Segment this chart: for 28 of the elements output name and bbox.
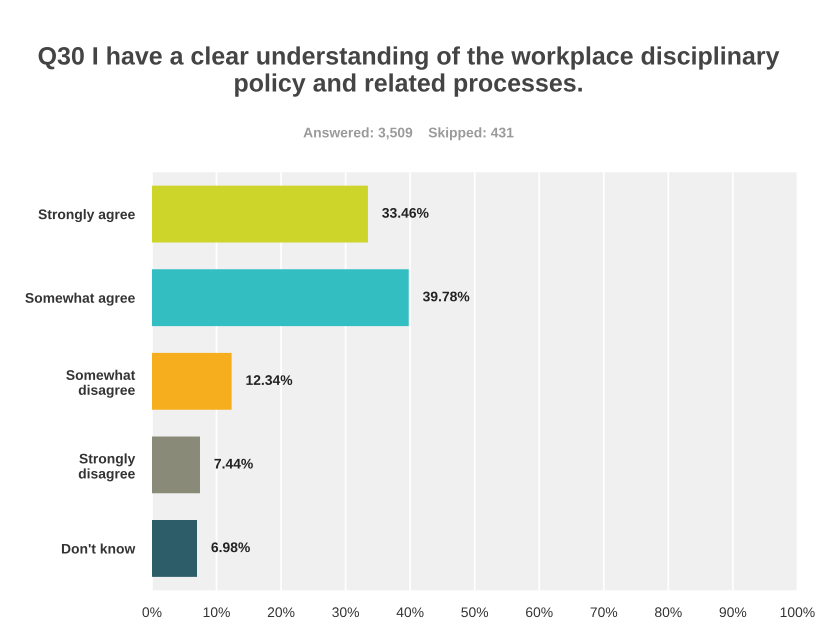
y-tick-label: Strongly disagree: [78, 453, 136, 482]
x-tick-label: 40%: [396, 607, 424, 618]
y-tick-label: Somewhat disagree: [66, 370, 136, 398]
data-label: 7.44%: [214, 458, 253, 469]
x-tick-label: 90%: [720, 607, 746, 618]
y-tick-label: Somewhat agree: [25, 292, 135, 306]
x-tick-label: 10%: [204, 607, 230, 618]
chart-subtitle: Answered: 3,509 Skipped: 431: [303, 127, 514, 140]
chart-title: Q30 I have a clear understanding of the workplace disciplinary policy and related processes.: [38, 46, 780, 97]
x-tick-label: 80%: [655, 607, 682, 618]
x-tick-label: 100%: [780, 607, 815, 618]
x-tick-label: 20%: [268, 607, 294, 618]
y-tick-label: Strongly agree: [38, 209, 135, 222]
x-tick-label: 60%: [526, 607, 553, 618]
bar: [152, 520, 198, 577]
x-tick-label: 30%: [332, 607, 359, 618]
data-label: 6.98%: [211, 542, 250, 552]
data-label: 12.34%: [246, 375, 292, 386]
x-tick-label: 0%: [142, 607, 162, 618]
x-tick-label: 50%: [461, 607, 488, 618]
data-label: 39.78%: [422, 292, 470, 302]
bar: [152, 436, 200, 494]
bar: [152, 352, 232, 410]
data-label: 33.46%: [382, 208, 429, 218]
bar: [152, 269, 409, 326]
y-tick-label: Don't know: [62, 543, 136, 554]
x-tick-label: 70%: [590, 607, 618, 618]
bar: [152, 186, 368, 243]
